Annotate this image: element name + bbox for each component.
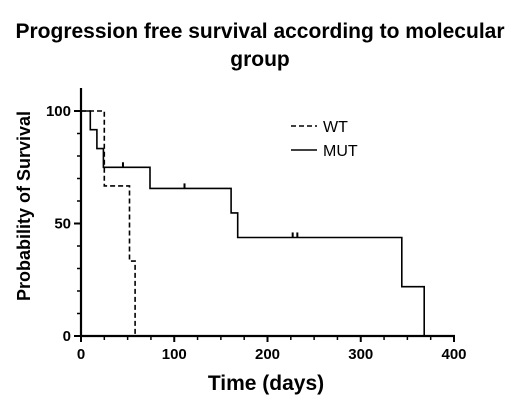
y-tick-label: 100 [46,103,71,120]
series-wt-curve [81,110,136,336]
series-mut-curve [81,110,426,336]
x-tick-label: 400 [441,346,466,363]
y-tick-label: 50 [54,216,71,233]
x-tick-label: 0 [77,346,85,363]
y-tick-label: 0 [63,328,71,345]
curves [81,110,426,336]
y-axis-label: Probability of Survival [14,111,34,301]
x-tick-label: 300 [348,346,373,363]
legend-label-wt: WT [323,119,348,136]
legend-label-mut: MUT [323,143,358,160]
legend: WT MUT [291,119,358,160]
x-axis-label: Time (days) [208,372,324,395]
x-tick-label: 100 [162,346,187,363]
x-tick-label: 200 [255,346,280,363]
axes: 0 100 200 300 400 0 50 100 [46,88,467,363]
chart-title: Progression free survival according to m… [15,20,505,71]
